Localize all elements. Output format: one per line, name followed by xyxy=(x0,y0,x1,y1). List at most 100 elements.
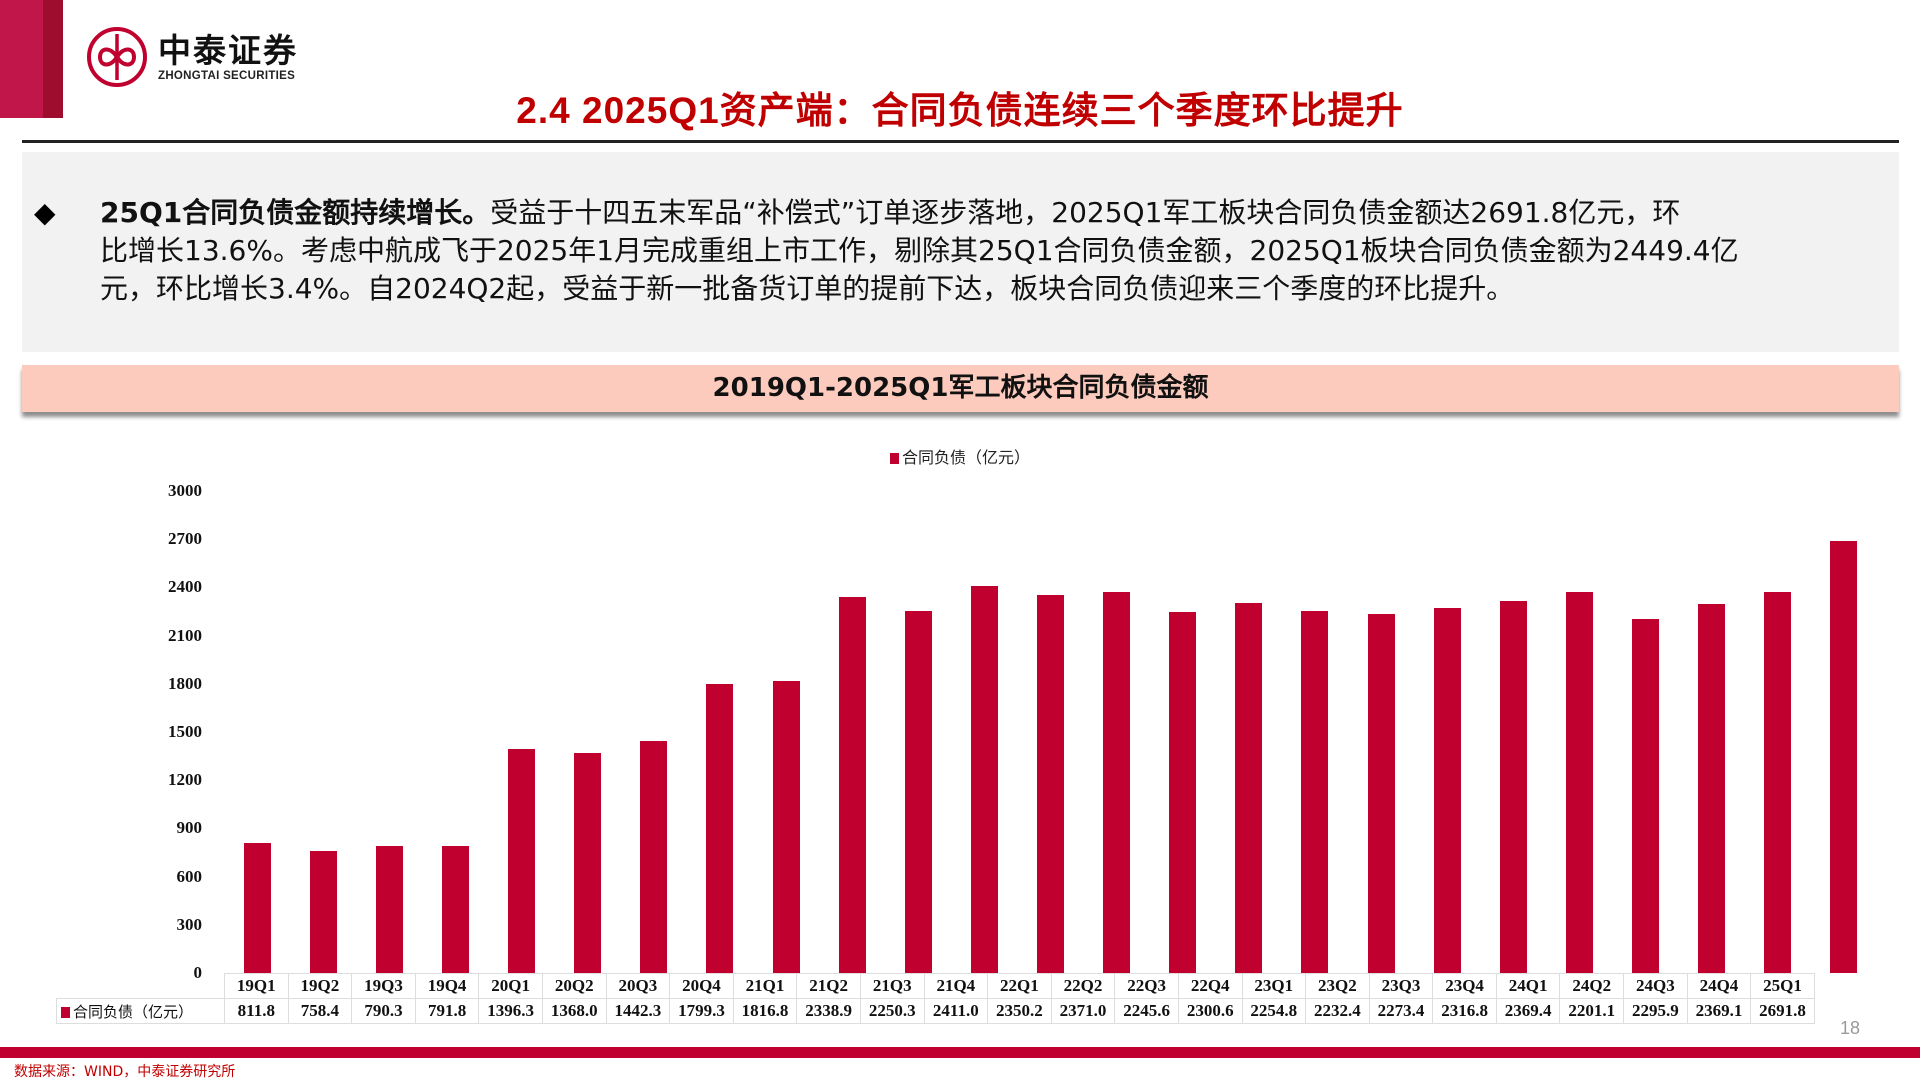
summary-lead: 25Q1合同负债金额持续增长。 xyxy=(100,196,491,229)
value-cell: 811.8 xyxy=(224,998,289,1024)
category-cell: 23Q3 xyxy=(1368,973,1434,999)
bar-24Q4 xyxy=(1764,592,1792,973)
bar-19Q2 xyxy=(309,851,337,973)
bar-22Q1 xyxy=(1037,595,1064,973)
bar-20Q4 xyxy=(706,683,734,973)
bar-plot-area xyxy=(224,491,1877,973)
category-cell: 20Q3 xyxy=(605,973,671,999)
category-cell: 19Q1 xyxy=(224,973,289,999)
bar-24Q2 xyxy=(1632,619,1660,973)
value-cell: 791.8 xyxy=(414,998,480,1024)
y-tick-label: 1500 xyxy=(168,722,202,741)
bar-20Q3 xyxy=(640,741,668,973)
bar-24Q3 xyxy=(1698,604,1726,973)
logo-english-name: ZHONGTAI SECURITIES xyxy=(158,70,296,82)
bar-19Q4 xyxy=(441,845,469,973)
value-cell: 2369.1 xyxy=(1686,998,1752,1024)
bar-21Q4 xyxy=(970,585,998,973)
value-cell: 790.3 xyxy=(351,998,416,1024)
value-cell: 2295.9 xyxy=(1623,998,1688,1024)
value-cell: 2338.9 xyxy=(796,998,861,1024)
summary-line-1-text: 受益于十四五末军品“补偿式”订单逐步落地，2025Q1军工板块合同负债金额达26… xyxy=(490,196,1681,229)
y-tick-label: 2700 xyxy=(168,529,202,549)
bar-25Q1 xyxy=(1830,540,1858,973)
category-cell: 24Q4 xyxy=(1686,973,1752,999)
y-tick-label: 2100 xyxy=(168,625,202,645)
value-cell: 2232.4 xyxy=(1305,998,1370,1024)
category-cell: 23Q1 xyxy=(1241,973,1307,999)
category-cell: 21Q4 xyxy=(923,973,989,999)
category-cell: 19Q3 xyxy=(351,973,416,999)
category-cell: 22Q2 xyxy=(1050,973,1116,999)
bar-21Q3 xyxy=(904,611,932,973)
category-cell: 21Q2 xyxy=(796,973,861,999)
legend-swatch-icon xyxy=(889,453,899,464)
y-tick-label: 2400 xyxy=(168,577,202,597)
summary-box: ◆ 25Q1合同负债金额持续增长。受益于十四五末军品“补偿式”订单逐步落地，20… xyxy=(22,152,1899,352)
value-cell: 2273.4 xyxy=(1368,998,1434,1024)
value-cell: 2369.4 xyxy=(1495,998,1561,1024)
value-cell: 1442.3 xyxy=(605,998,671,1024)
value-cell: 2691.8 xyxy=(1750,998,1815,1024)
category-cell: 19Q4 xyxy=(414,973,480,999)
bar-20Q1 xyxy=(508,748,536,973)
y-tick-label: 600 xyxy=(176,866,203,886)
bar-22Q2 xyxy=(1103,592,1131,973)
category-cell: 24Q2 xyxy=(1559,973,1625,999)
category-cell: 23Q4 xyxy=(1432,973,1497,999)
category-cell: 25Q1 xyxy=(1750,973,1815,999)
category-cell: 21Q1 xyxy=(732,973,798,999)
value-cell: 1816.8 xyxy=(732,998,798,1024)
value-cell: 1368.0 xyxy=(541,998,607,1024)
value-cell: 2371.0 xyxy=(1050,998,1116,1024)
bar-22Q3 xyxy=(1169,612,1197,973)
table-corner xyxy=(56,973,225,999)
header-divider xyxy=(22,140,1899,143)
series-label-cell: 合同负债（亿元） xyxy=(56,998,225,1024)
value-cell: 2300.6 xyxy=(1177,998,1243,1024)
footer-band xyxy=(0,1047,1920,1058)
bar-24Q1 xyxy=(1565,592,1593,973)
bar-23Q4 xyxy=(1499,600,1527,973)
diamond-bullet-icon: ◆ xyxy=(34,196,56,229)
value-cell: 2350.2 xyxy=(987,998,1052,1024)
category-cell: 20Q4 xyxy=(669,973,734,999)
category-cell: 20Q2 xyxy=(541,973,607,999)
value-cell: 758.4 xyxy=(287,998,353,1024)
y-tick-label: 300 xyxy=(176,914,203,934)
value-cell: 2316.8 xyxy=(1432,998,1497,1024)
category-cell: 20Q1 xyxy=(478,973,543,999)
value-cell: 1799.3 xyxy=(669,998,734,1024)
bar-19Q1 xyxy=(243,842,271,973)
summary-line-2: 比增长13.6%。考虑中航成飞于2025年1月完成重组上市工作，剔除其25Q1合… xyxy=(100,234,1739,267)
y-tick-label: 1200 xyxy=(168,770,202,790)
bar-23Q2 xyxy=(1367,614,1395,973)
value-cell: 2411.0 xyxy=(923,998,989,1024)
value-cell: 1396.3 xyxy=(478,998,543,1024)
bar-19Q3 xyxy=(375,846,403,973)
summary-paragraph: 25Q1合同负债金额持续增长。受益于十四五末军品“补偿式”订单逐步落地，2025… xyxy=(58,194,1878,308)
logo-chinese-name: 中泰证券 xyxy=(158,31,298,70)
value-cell: 2254.8 xyxy=(1241,998,1307,1024)
y-tick-label: 1800 xyxy=(168,673,202,693)
chart-data-table: 19Q1 19Q2 19Q3 19Q4 20Q1 20Q2 20Q3 20Q4 21Q1 21Q2… xyxy=(56,973,1815,1024)
value-cell: 2245.6 xyxy=(1114,998,1179,1024)
company-logo: 中泰证券 ZHONGTAI SECURITIES xyxy=(86,26,298,88)
series-swatch-icon xyxy=(61,1006,70,1018)
category-cell: 24Q1 xyxy=(1495,973,1561,999)
chart-legend: 合同负债（亿元） xyxy=(0,444,1920,468)
page-number: 18 xyxy=(1840,1018,1861,1038)
value-row: 合同负债（亿元） 811.8 758.4 790.3 791.8 1396.3 1368.… xyxy=(56,998,1815,1024)
category-cell: 21Q3 xyxy=(859,973,925,999)
bar-23Q3 xyxy=(1433,607,1461,973)
category-cell: 23Q2 xyxy=(1305,973,1370,999)
page-title: 2.4 2025Q1资产端：合同负债连续三个季度环比提升 xyxy=(516,90,1404,131)
summary-line-3: 元，环比增长3.4%。自2024Q2起，受益于新一批备货订单的提前下达，板块合同… xyxy=(100,272,1515,305)
source-note: 数据来源：WIND，中泰证券研究所 xyxy=(14,1064,236,1080)
brand-color-block xyxy=(0,0,43,118)
category-cell: 24Q3 xyxy=(1623,973,1688,999)
category-cell: 22Q4 xyxy=(1177,973,1243,999)
bar-20Q2 xyxy=(574,753,602,973)
bar-21Q2 xyxy=(838,597,866,973)
chart-title: 2019Q1-2025Q1军工板块合同负债金额 xyxy=(22,365,1899,412)
